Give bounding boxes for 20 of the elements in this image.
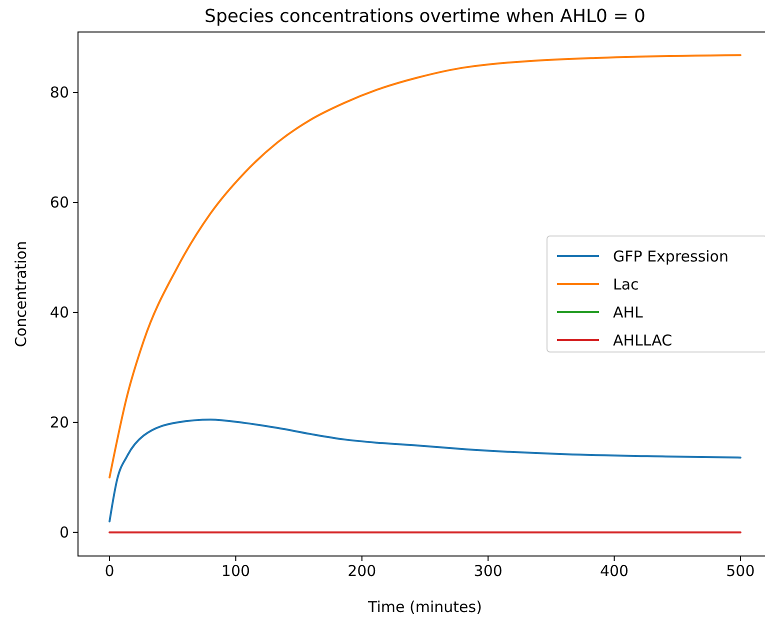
legend-label: GFP Expression (613, 247, 728, 266)
y-axis-title: Concentration (12, 240, 30, 348)
x-tick-label: 300 (474, 562, 502, 580)
x-tick-label: 400 (600, 562, 629, 580)
x-tick-label: 100 (221, 562, 250, 580)
y-tick-label: 0 (59, 524, 69, 542)
line-series (108, 54, 742, 478)
x-tick-label: 0 (104, 562, 114, 580)
y-tick-label: 60 (50, 194, 69, 212)
legend-label: Lac (613, 275, 639, 294)
y-tick-label: 40 (50, 304, 69, 322)
line-series (108, 418, 742, 522)
legend-label: AHLLAC (613, 331, 672, 350)
y-tick-label: 80 (50, 84, 69, 102)
x-tick-label: 200 (348, 562, 376, 580)
x-axis-title: Time (minutes) (367, 598, 482, 616)
y-tick-label: 20 (50, 414, 69, 432)
x-tick-label: 500 (726, 562, 755, 580)
legend-label: AHL (613, 303, 644, 322)
chart-title: Species concentrations overtime when AHL0 = 0 (204, 6, 646, 27)
